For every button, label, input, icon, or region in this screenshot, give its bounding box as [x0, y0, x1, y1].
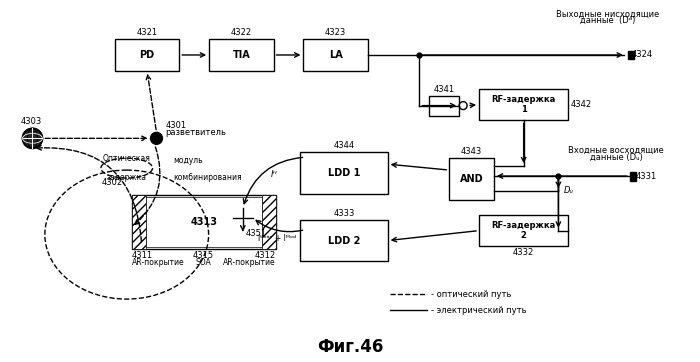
Text: 4311: 4311 — [132, 252, 153, 260]
Text: Входные восходящие: Входные восходящие — [568, 146, 664, 155]
Text: 4342: 4342 — [570, 100, 592, 109]
Bar — [479, 215, 568, 247]
Text: данные (Dᵤ): данные (Dᵤ) — [589, 153, 643, 162]
Bar — [429, 96, 459, 115]
Text: 4341: 4341 — [434, 85, 455, 94]
Bar — [628, 51, 634, 59]
Text: AR-покрытие: AR-покрытие — [223, 258, 276, 268]
Bar — [479, 89, 568, 121]
Text: PD: PD — [139, 50, 155, 60]
Text: 4315: 4315 — [193, 252, 214, 260]
Text: 4323: 4323 — [325, 28, 346, 37]
Text: задержка: задержка — [106, 173, 147, 182]
Text: 4322: 4322 — [231, 28, 252, 37]
Text: - электрический путь: - электрический путь — [431, 306, 527, 315]
Circle shape — [22, 129, 43, 148]
Text: Iᶠᶠ: Iᶠᶠ — [271, 169, 278, 178]
Text: AND: AND — [460, 174, 484, 184]
Text: 4302: 4302 — [102, 178, 123, 187]
Text: 4344: 4344 — [333, 141, 355, 150]
Bar — [132, 195, 146, 249]
Bar — [209, 39, 274, 71]
Bar — [303, 39, 368, 71]
Text: - оптический путь: - оптический путь — [431, 290, 512, 299]
Text: 4303: 4303 — [21, 117, 42, 126]
Text: комбинирования: комбинирования — [174, 173, 242, 182]
Text: Iᵇᵉᵃˢ + Iᴹᵒᵈ: Iᵇᵉᵃˢ + Iᴹᵒᵈ — [258, 233, 296, 243]
Text: LDD 2: LDD 2 — [328, 236, 360, 245]
Text: LDD 1: LDD 1 — [328, 168, 360, 178]
Text: 4343: 4343 — [461, 147, 482, 156]
Text: RF-задержка
1: RF-задержка 1 — [491, 95, 556, 114]
Text: SOA: SOA — [196, 258, 211, 268]
Text: 4351: 4351 — [246, 229, 267, 237]
Text: AR-покрытие: AR-покрытие — [132, 258, 184, 268]
Circle shape — [150, 132, 162, 144]
Bar — [630, 172, 636, 181]
Text: 4321: 4321 — [136, 28, 158, 37]
Bar — [146, 197, 262, 248]
Text: 4332: 4332 — [513, 248, 534, 257]
Text: Выходные нисходящие: Выходные нисходящие — [556, 9, 659, 18]
Text: 4312: 4312 — [255, 252, 276, 260]
Text: TIA: TIA — [232, 50, 250, 60]
Bar — [300, 152, 388, 194]
Text: 4331: 4331 — [636, 172, 657, 181]
Text: Оптическая: Оптическая — [103, 154, 150, 163]
Text: LA: LA — [329, 50, 342, 60]
Text: RF-задержка
2: RF-задержка 2 — [491, 221, 556, 240]
Bar — [449, 158, 494, 200]
Text: разветвитель: разветвитель — [165, 129, 226, 137]
Bar — [262, 195, 276, 249]
Text: 4333: 4333 — [333, 209, 355, 218]
Text: 4313: 4313 — [190, 217, 217, 227]
Bar — [300, 220, 388, 261]
Text: Dᵤ: Dᵤ — [564, 186, 573, 195]
Bar — [115, 39, 179, 71]
Text: модуль: модуль — [174, 156, 203, 165]
Text: Фиг.46: Фиг.46 — [317, 338, 383, 356]
Text: данные  (Dᵈ): данные (Dᵈ) — [580, 16, 636, 25]
Text: 4324: 4324 — [632, 50, 653, 59]
Bar — [132, 195, 276, 249]
Text: 4301: 4301 — [165, 121, 187, 130]
